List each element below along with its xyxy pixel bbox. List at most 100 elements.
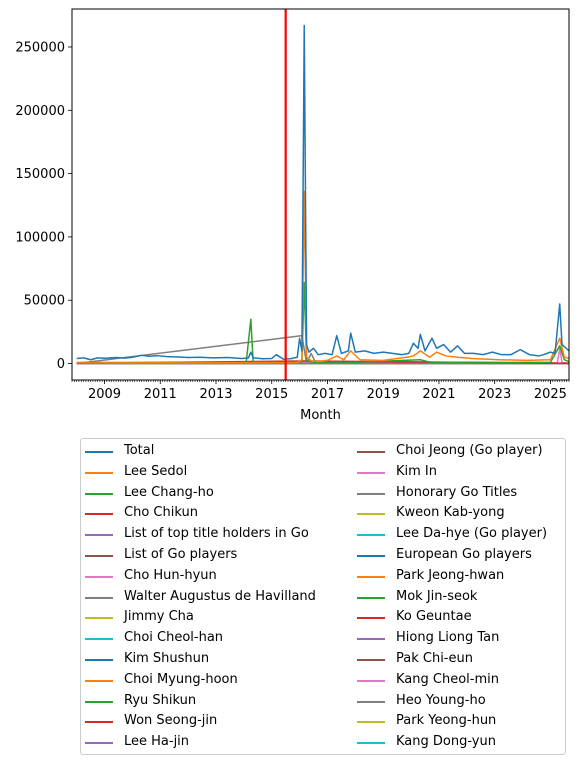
legend-label: Pak Chi-eun	[396, 650, 473, 666]
x-axis: 2009 2011 2013 2015 2017 2019 2021 2023 2025	[71, 380, 570, 402]
legend-swatch	[357, 617, 385, 620]
legend-label: Heo Young-ho	[396, 692, 486, 708]
legend-swatch	[85, 617, 113, 620]
legend-label: Choi Jeong (Go player)	[396, 443, 543, 458]
y-tick-label: 50000	[24, 294, 65, 309]
x-tick-label: 2011	[144, 387, 177, 402]
legend-swatch	[357, 471, 385, 474]
legend-label: Walter Augustus de Havilland	[124, 588, 316, 604]
legend-swatch	[85, 534, 113, 537]
legend-swatch	[85, 638, 113, 641]
legend-item: Cho Chikun	[81, 503, 331, 524]
legend-label: Lee Da-hye (Go player)	[396, 526, 548, 542]
legend-item: Hiong Liong Tan	[353, 628, 579, 649]
legend-item: Jimmy Cha	[81, 607, 331, 628]
legend-swatch	[357, 492, 385, 495]
legend-swatch	[85, 554, 113, 557]
legend-swatch	[85, 492, 113, 495]
x-tick-label: 2017	[311, 387, 344, 402]
legend-label: List of top title holders in Go	[124, 526, 309, 542]
legend-swatch	[357, 534, 385, 537]
legend-item: Park Jeong-hwan	[353, 566, 579, 587]
legend-swatch	[357, 679, 385, 682]
legend-item: Lee Da-hye (Go player)	[353, 524, 579, 545]
legend-swatch	[357, 742, 385, 745]
legend-label: Ko Geuntae	[396, 609, 472, 625]
legend-item: Total	[81, 441, 331, 462]
legend-swatch	[357, 596, 385, 599]
line-chart: 2009 2011 2013 2015 2017 2019 2021 2023 2025 0 50…	[15, 8, 570, 423]
legend-swatch	[85, 700, 113, 703]
plot-lines	[76, 24, 570, 365]
legend-label: Park Jeong-hwan	[396, 567, 505, 583]
legend-label: European Go players	[396, 546, 532, 562]
y-tick-label: 0	[57, 357, 65, 372]
legend-item: Walter Augustus de Havilland	[81, 587, 331, 608]
legend-label: Lee Ha-jin	[124, 734, 190, 750]
legend-label: Cho Chikun	[124, 505, 198, 521]
legend-item: Kweon Kab-yong	[353, 503, 579, 524]
legend-label: Hiong Liong Tan	[396, 630, 500, 646]
legend-label: Kweon Kab-yong	[396, 505, 505, 521]
legend-item: Pak Chi-eun	[353, 649, 579, 670]
legend: Total Lee Sedol Lee Chang-ho Cho Chikun List…	[80, 438, 566, 755]
y-tick-label: 250000	[15, 40, 65, 55]
legend-item: Park Yeong-hun	[353, 711, 579, 732]
legend-item: European Go players	[353, 545, 579, 566]
legend-label: Park Yeong-hun	[396, 713, 497, 729]
legend-item: Lee Ha-jin	[81, 732, 331, 753]
x-tick-label: 2025	[534, 387, 567, 402]
legend-label: Lee Chang-ho	[124, 484, 214, 500]
legend-item: Choi Cheol-han	[81, 628, 331, 649]
legend-swatch	[357, 658, 385, 661]
legend-swatch	[85, 451, 113, 453]
legend-item: Ko Geuntae	[353, 607, 579, 628]
legend-label: Lee Sedol	[124, 463, 188, 479]
legend-swatch	[85, 513, 113, 516]
x-tick-label: 2009	[88, 387, 121, 402]
legend-label: Kang Dong-yun	[396, 734, 496, 750]
legend-item: Honorary Go Titles	[353, 483, 579, 504]
legend-label: Choi Myung-hoon	[124, 671, 238, 687]
legend-swatch	[85, 471, 113, 474]
legend-swatch	[357, 554, 385, 557]
legend-label: Cho Hun-hyun	[124, 567, 217, 583]
legend-label: Jimmy Cha	[124, 609, 194, 625]
legend-swatch	[85, 658, 113, 661]
y-tick-label: 100000	[15, 230, 65, 245]
x-tick-label: 2015	[255, 387, 288, 402]
legend-label: Choi Cheol-han	[124, 630, 224, 646]
legend-item: Mok Jin-seok	[353, 587, 579, 608]
x-tick-label: 2023	[478, 387, 511, 402]
legend-item: Ryu Shikun	[81, 691, 331, 712]
y-tick-label: 200000	[15, 104, 65, 119]
legend-swatch	[357, 721, 385, 724]
legend-swatch	[85, 679, 113, 682]
legend-item: Won Seong-jin	[81, 711, 331, 732]
x-axis-title: Month	[300, 408, 341, 423]
legend-item: Kim Shushun	[81, 649, 331, 670]
legend-swatch	[357, 575, 385, 578]
y-tick-label: 150000	[15, 167, 65, 182]
series-line	[76, 190, 570, 364]
legend-label: List of Go players	[124, 546, 238, 562]
legend-column: Choi Jeong (Go player) Kim In Honorary Go …	[353, 441, 579, 753]
legend-swatch	[357, 638, 385, 641]
plot-frame	[71, 8, 570, 381]
legend-label: Honorary Go Titles	[396, 484, 518, 500]
legend-label: Mok Jin-seok	[396, 588, 478, 604]
legend-label: Kim In	[396, 463, 438, 479]
legend-swatch	[357, 451, 385, 453]
legend-item: Kang Dong-yun	[353, 732, 579, 753]
legend-label: Ryu Shikun	[124, 692, 197, 708]
legend-swatch	[85, 721, 113, 724]
legend-label: Total	[124, 443, 155, 458]
y-axis: 0 50000 100000 150000 200000 250000	[15, 40, 72, 372]
legend-swatch	[357, 513, 385, 516]
x-tick-label: 2013	[199, 387, 232, 402]
legend-item: Choi Myung-hoon	[81, 670, 331, 691]
legend-swatch	[357, 700, 385, 703]
legend-label: Kang Cheol-min	[396, 671, 499, 687]
legend-swatch	[85, 596, 113, 599]
x-tick-label: 2019	[367, 387, 400, 402]
